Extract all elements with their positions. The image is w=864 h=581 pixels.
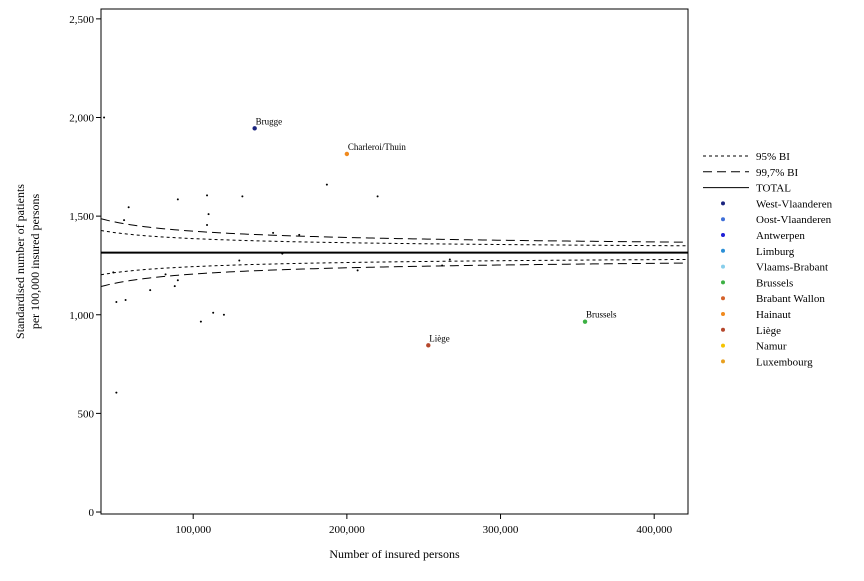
legend-entry: Namur bbox=[721, 341, 787, 353]
ci95-upper-limit bbox=[101, 229, 688, 247]
data-point bbox=[272, 231, 275, 234]
highlighted-point bbox=[344, 151, 350, 157]
data-point bbox=[212, 311, 215, 314]
x-axis-title: Number of insured persons bbox=[329, 547, 460, 561]
data-point bbox=[241, 195, 244, 198]
data-point bbox=[176, 279, 179, 282]
data-point bbox=[356, 269, 359, 272]
highlighted-point bbox=[426, 343, 431, 348]
y-axis-title-line-1: Standardised number of patients bbox=[13, 184, 27, 339]
legend-marker bbox=[721, 343, 725, 348]
legend-entry: Antwerpen bbox=[721, 230, 805, 242]
y-tick-label: 1,000 bbox=[69, 310, 94, 322]
data-point bbox=[207, 213, 210, 216]
data-point bbox=[448, 258, 451, 261]
data-point bbox=[176, 198, 179, 201]
data-point bbox=[127, 206, 130, 209]
legend-marker bbox=[721, 217, 725, 222]
data-point bbox=[123, 219, 126, 222]
legend-entry: West-Vlaanderen bbox=[721, 198, 833, 210]
legend-label: Liège bbox=[756, 325, 781, 337]
data-point bbox=[115, 300, 118, 303]
point-label: Liège bbox=[429, 333, 450, 343]
legend-marker bbox=[721, 233, 725, 237]
data-point bbox=[325, 183, 328, 186]
legend-entry: 95% BI bbox=[703, 151, 790, 163]
y-tick-label: 2,000 bbox=[69, 112, 94, 124]
legend-label: Oost-Vlaanderen bbox=[756, 214, 832, 226]
data-point bbox=[164, 273, 167, 276]
data-point bbox=[206, 194, 209, 197]
highlighted-point bbox=[582, 319, 588, 324]
x-tick-label: 300,000 bbox=[483, 524, 519, 536]
legend-entry: Vlaams-Brabant bbox=[721, 262, 828, 274]
legend-entry: Limburg bbox=[721, 246, 795, 258]
point-label: Brugge bbox=[256, 116, 283, 126]
data-point bbox=[222, 313, 225, 316]
legend-label: Vlaams-Brabant bbox=[756, 262, 828, 274]
data-point bbox=[115, 391, 118, 394]
data-point bbox=[206, 224, 209, 227]
ci997-upper-limit bbox=[101, 218, 688, 243]
legend-entry: Luxembourg bbox=[721, 356, 813, 368]
ci997-lower-limit bbox=[101, 262, 688, 288]
legend-label: 95% BI bbox=[756, 151, 790, 163]
legend-label: Limburg bbox=[756, 246, 795, 258]
legend-entry: Oost-Vlaanderen bbox=[721, 214, 832, 226]
legend-entry: TOTAL bbox=[703, 183, 791, 195]
y-tick-label: 2,500 bbox=[69, 14, 94, 26]
data-point bbox=[173, 285, 176, 288]
plot-frame bbox=[100, 8, 689, 515]
point-label: Charleroi/Thuin bbox=[348, 142, 406, 152]
data-point bbox=[238, 259, 241, 262]
data-point bbox=[281, 252, 284, 255]
legend-label: Namur bbox=[756, 341, 787, 353]
legend-label: Antwerpen bbox=[756, 230, 805, 242]
legend-entry: Brabant Wallon bbox=[721, 293, 825, 305]
point-label: Brussels bbox=[586, 310, 617, 320]
legend-entry: Brussels bbox=[721, 277, 793, 289]
legend-marker bbox=[721, 359, 725, 364]
y-tick-label: 500 bbox=[78, 408, 95, 420]
legend-label: Brussels bbox=[756, 277, 793, 289]
x-tick-label: 200,000 bbox=[329, 524, 365, 536]
axes: 100,000 200,000 300,000 400,000 0 500 1,000 1,5… bbox=[13, 14, 673, 561]
data-point bbox=[124, 298, 127, 301]
legend-entry: Liège bbox=[721, 325, 781, 337]
legend-marker bbox=[721, 264, 725, 269]
legend-marker bbox=[721, 201, 725, 206]
data-point bbox=[149, 289, 152, 292]
legend: 95% BI 99,7% BI TOTAL West-Vlaanderen Oost-V… bbox=[703, 151, 833, 368]
x-tick-label: 400,000 bbox=[636, 524, 672, 536]
legend-marker bbox=[721, 280, 725, 285]
legend-label: 99,7% BI bbox=[756, 167, 799, 179]
legend-marker bbox=[721, 296, 725, 301]
data-point bbox=[112, 271, 115, 274]
data-point bbox=[199, 320, 202, 323]
legend-label: West-Vlaanderen bbox=[756, 198, 833, 210]
legend-label: Luxembourg bbox=[756, 356, 813, 368]
data-point bbox=[298, 233, 301, 236]
legend-marker bbox=[721, 248, 725, 253]
legend-entry: Hainaut bbox=[721, 309, 791, 321]
ci95-lower-limit bbox=[101, 258, 688, 276]
legend-label: Brabant Wallon bbox=[756, 293, 825, 305]
legend-marker bbox=[721, 312, 725, 316]
data-point bbox=[441, 264, 444, 267]
data-point bbox=[376, 195, 379, 198]
legend-label: TOTAL bbox=[756, 183, 791, 195]
y-axis-title-line-2: per 100,000 insured persons bbox=[28, 194, 42, 330]
y-tick-label: 1,500 bbox=[69, 211, 94, 223]
legend-entry: 99,7% BI bbox=[703, 167, 799, 179]
control-limits bbox=[101, 218, 688, 288]
highlighted-point bbox=[252, 126, 257, 131]
y-tick-label: 0 bbox=[89, 507, 95, 519]
legend-marker bbox=[721, 327, 725, 332]
x-tick-label: 100,000 bbox=[175, 524, 211, 536]
data-point bbox=[103, 116, 106, 119]
plot-area: Brugge Charleroi/Thuin Liège Brussels bbox=[100, 8, 689, 515]
legend-label: Hainaut bbox=[756, 309, 791, 321]
